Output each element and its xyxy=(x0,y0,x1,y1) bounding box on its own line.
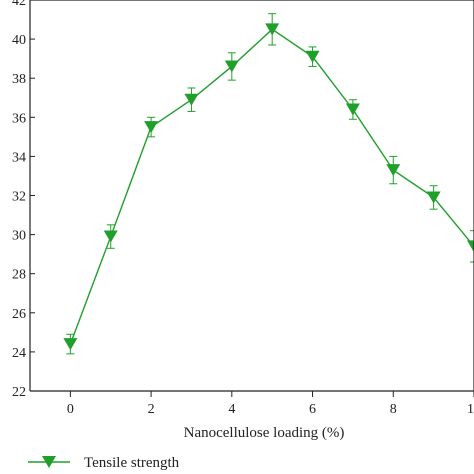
legend-label: Tensile strength xyxy=(84,455,180,471)
y-tick-label: 28 xyxy=(12,268,26,283)
legend: Tensile strength xyxy=(28,455,180,471)
data-point-marker xyxy=(345,103,360,116)
series-line xyxy=(69,28,474,345)
y-tick-label: 36 xyxy=(12,111,26,126)
y-axis-ticks: 22 24 26 28 30 32 34 36 38 40 42 xyxy=(12,0,35,400)
data-point-marker xyxy=(305,50,320,63)
series-layer xyxy=(63,13,474,355)
x-tick-label: 8 xyxy=(390,402,397,417)
x-tick-label: 0 xyxy=(67,402,74,417)
x-tick-label: 2 xyxy=(148,402,155,417)
y-tick-label: 42 xyxy=(12,0,26,9)
x-axis-ticks: 0 2 4 6 8 10 xyxy=(67,391,474,417)
legend-marker-triangle-icon xyxy=(42,456,56,468)
data-point-marker xyxy=(184,93,199,106)
y-tick-label: 26 xyxy=(12,307,26,322)
y-tick-label: 40 xyxy=(12,33,26,48)
x-tick-label: 4 xyxy=(228,402,235,417)
y-tick-label: 34 xyxy=(12,150,26,165)
data-point-marker xyxy=(144,121,159,134)
x-tick-label: 6 xyxy=(309,402,316,417)
data-point-marker xyxy=(63,338,78,351)
error-bar xyxy=(470,230,474,263)
x-tick-label: 10 xyxy=(467,402,474,417)
data-point-marker xyxy=(467,240,474,253)
x-axis-title: Nanocellulose loading (%) xyxy=(184,425,345,441)
data-point-marker xyxy=(224,60,239,73)
y-tick-label: 38 xyxy=(12,72,26,87)
y-tick-label: 24 xyxy=(12,346,26,361)
data-point-marker xyxy=(265,23,280,36)
y-tick-label: 32 xyxy=(12,190,26,205)
data-point-marker xyxy=(103,230,118,243)
y-tick-label: 22 xyxy=(12,385,26,400)
data-point-marker xyxy=(386,164,401,177)
y-tick-label: 30 xyxy=(12,229,26,244)
data-point-marker xyxy=(426,191,441,204)
